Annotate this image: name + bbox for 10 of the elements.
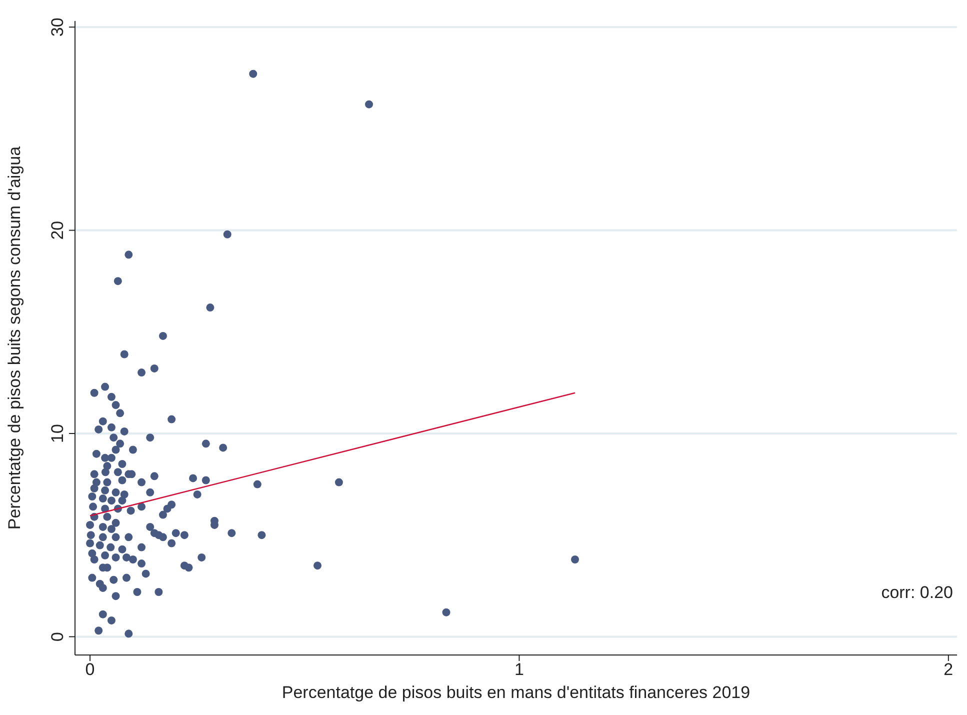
annotation: corr: 0.20 [881, 583, 953, 603]
y-axis-title: Percentatge de pisos buits segons consum d'aigua [5, 146, 24, 530]
x-tick-label: 2 [944, 660, 954, 680]
x-tick-label: 0 [85, 660, 95, 680]
x-tick-label: 1 [514, 660, 524, 680]
x-axis-title: Percentatge de pisos buits en mans d'entitats financeres 2019 [282, 683, 750, 702]
y-tick-label: 0 [48, 632, 67, 642]
y-tick-label: 30 [48, 18, 67, 37]
y-tick-label: 10 [48, 424, 67, 443]
y-tick-label: 20 [48, 220, 67, 240]
